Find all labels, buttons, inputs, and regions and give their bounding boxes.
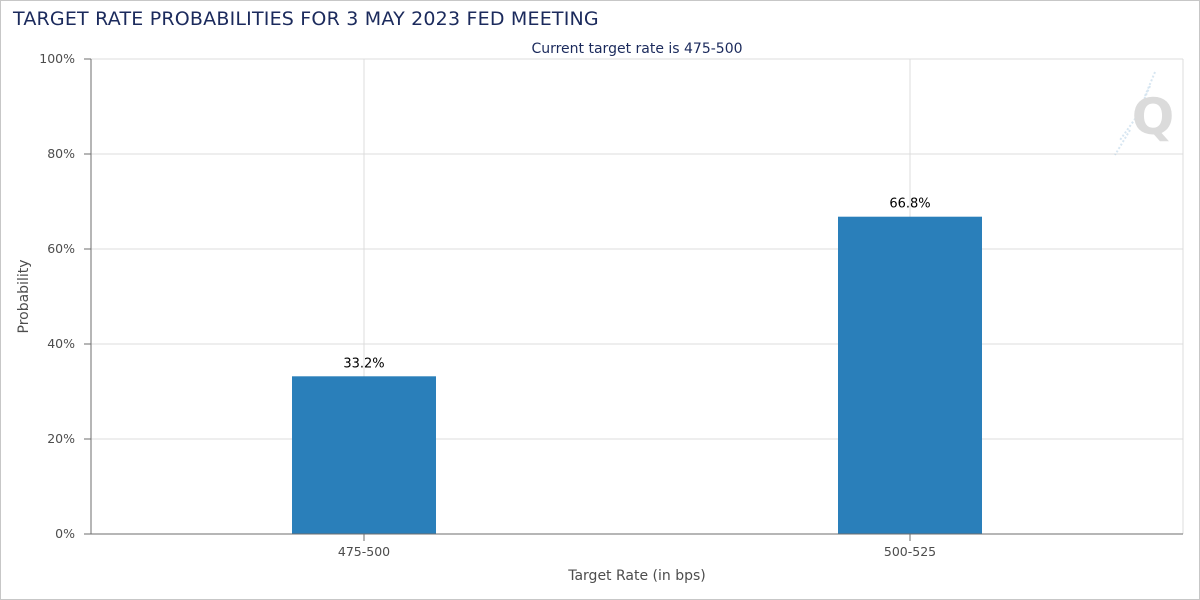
y-axis-title: Probability xyxy=(16,259,32,333)
chart-title: TARGET RATE PROBABILITIES FOR 3 MAY 2023… xyxy=(13,8,599,30)
chart-subtitle: Current target rate is 475-500 xyxy=(531,41,742,57)
y-tick-label: 0% xyxy=(55,526,75,541)
bar-475-500 xyxy=(292,376,436,534)
watermark-logo: Q xyxy=(1114,71,1175,156)
x-tick-label: 475-500 xyxy=(338,544,390,559)
data-label: 33.2% xyxy=(343,356,384,371)
data-label: 66.8% xyxy=(889,197,930,212)
bar-500-525 xyxy=(838,216,982,534)
y-tick-label: 60% xyxy=(47,241,75,256)
x-tick-label: 500-525 xyxy=(884,544,936,559)
y-tick-label: 100% xyxy=(39,51,75,66)
y-tick-label: 20% xyxy=(47,431,75,446)
svg-text:Q: Q xyxy=(1132,88,1175,146)
x-axis-title: Target Rate (in bps) xyxy=(567,568,706,584)
y-tick-label: 80% xyxy=(47,146,75,161)
y-tick-label: 40% xyxy=(47,336,75,351)
